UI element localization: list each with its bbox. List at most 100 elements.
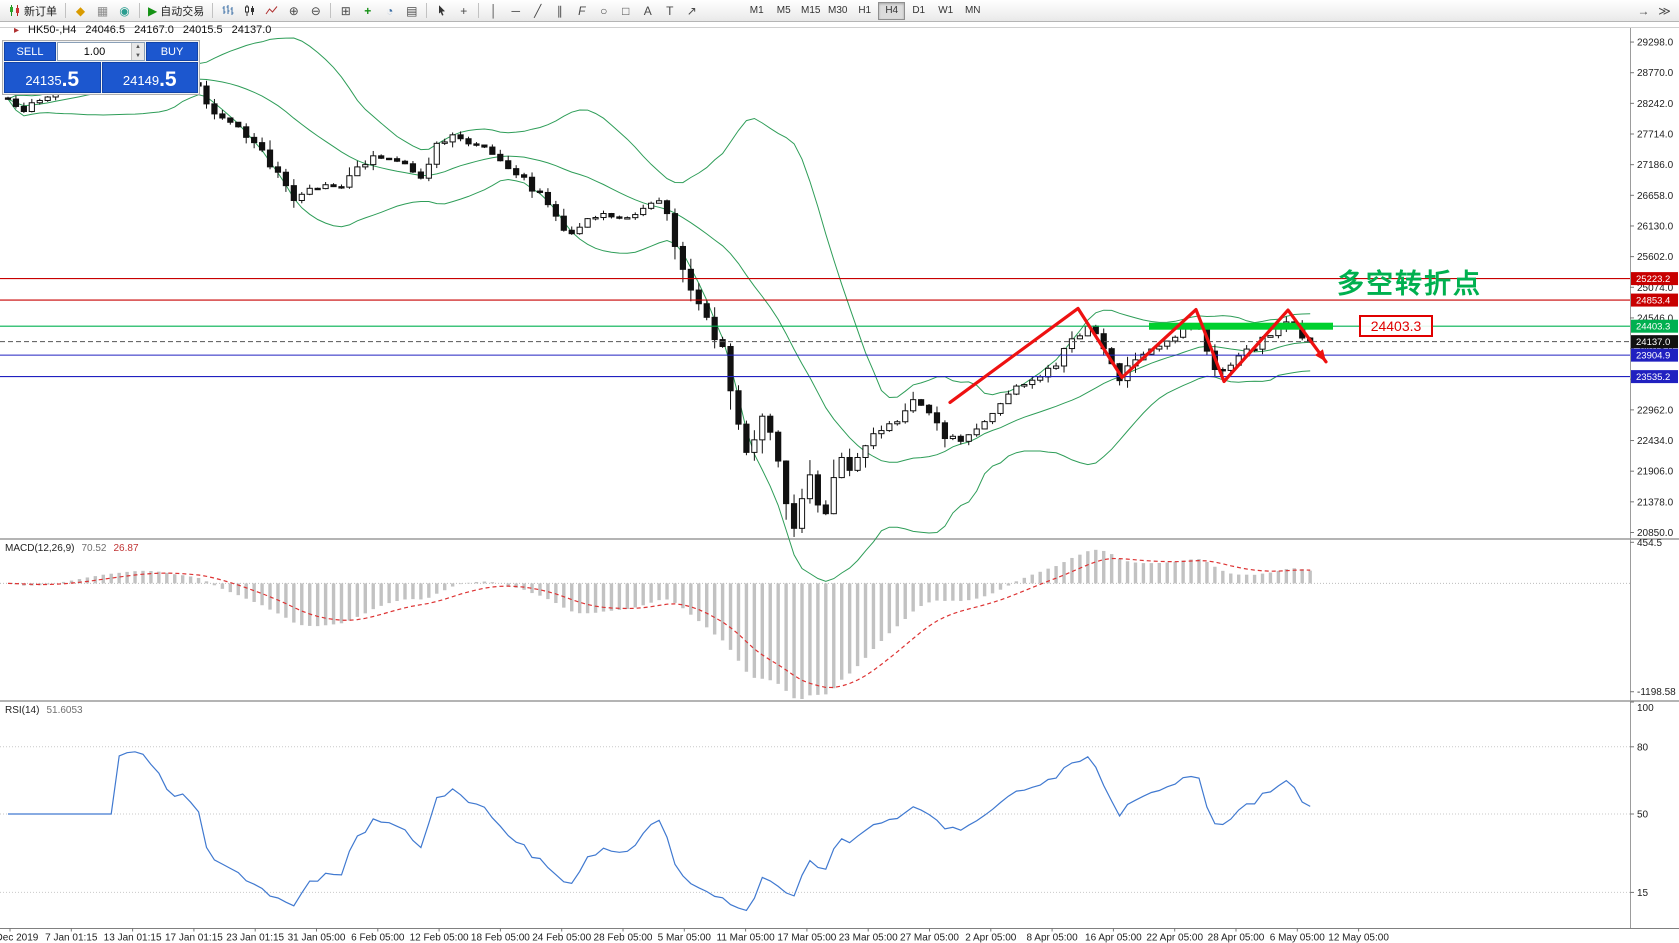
candlestick-chart-button[interactable] — [239, 1, 260, 20]
sell-price-display[interactable]: 24135.5 — [4, 62, 101, 93]
svg-text:6 Feb 05:00: 6 Feb 05:00 — [351, 933, 405, 943]
fibonacci-tool-button[interactable]: F — [571, 1, 592, 20]
toolbar-separator — [65, 3, 66, 18]
svg-text:27 Mar 05:00: 27 Mar 05:00 — [900, 933, 959, 943]
timeframe-button-W1[interactable]: W1 — [932, 2, 959, 20]
add-indicator-button[interactable]: + — [357, 1, 378, 20]
timeframe-button-M1[interactable]: M1 — [743, 2, 770, 20]
price-callout[interactable]: 24403.3 — [1359, 315, 1433, 337]
sell-button[interactable]: SELL — [4, 42, 56, 61]
chart-icon: ▸ — [14, 24, 20, 36]
ohlc-high: 24167.0 — [134, 24, 174, 36]
volume-increase-button[interactable]: ▲ — [132, 43, 144, 52]
svg-text:50: 50 — [1637, 810, 1649, 821]
horizontal-line-tool-button[interactable]: ─ — [505, 1, 526, 20]
timeframe-button-H1[interactable]: H1 — [851, 2, 878, 20]
ohlc-low: 24015.5 — [182, 24, 223, 36]
svg-text:28242.0: 28242.0 — [1637, 99, 1674, 110]
svg-text:24546.0: 24546.0 — [1637, 313, 1674, 324]
bollinger-bands — [7, 37, 1311, 582]
rsi-value: 51.6053 — [46, 705, 83, 716]
autotrading-button[interactable]: ▶ 自动交易 — [144, 1, 208, 20]
timeframe-button-D1[interactable]: D1 — [905, 2, 932, 20]
templates-button[interactable]: ▤ — [401, 1, 422, 20]
cursor-button[interactable] — [431, 1, 452, 20]
svg-text:12 May 05:00: 12 May 05:00 — [1328, 933, 1389, 943]
timeframe-button-M15[interactable]: M15 — [797, 2, 824, 20]
auto-scroll-button[interactable]: ≫ — [1654, 1, 1675, 20]
zoom-out-icon: ⊖ — [310, 3, 321, 18]
data-window-button[interactable]: ▦ — [92, 1, 113, 20]
periods-button[interactable]: ◔ — [379, 1, 400, 20]
buy-price-frac: .5 — [159, 68, 177, 91]
svg-text:20850.0: 20850.0 — [1637, 528, 1674, 539]
zoom-out-button[interactable]: ⊖ — [305, 1, 326, 20]
macd-signal-line — [7, 557, 1311, 689]
autotrading-play-icon: ▶ — [148, 3, 158, 18]
rectangle-tool-button[interactable]: □ — [615, 1, 636, 20]
volume-decrease-button[interactable]: ▼ — [132, 51, 144, 60]
toolbar-separator — [212, 3, 214, 18]
svg-text:22434.0: 22434.0 — [1637, 436, 1674, 447]
trendline-tool-button[interactable]: ╱ — [527, 1, 548, 20]
vertical-line-tool-button[interactable]: │ — [483, 1, 504, 20]
timeframe-button-H4[interactable]: H4 — [878, 1, 906, 20]
symbol-name: HK50-,H4 — [28, 24, 77, 36]
timeframe-button-M30[interactable]: M30 — [824, 2, 851, 20]
svg-text:13 Jan 01:15: 13 Jan 01:15 — [104, 933, 162, 943]
volume-input[interactable] — [58, 43, 131, 60]
svg-text:30 Dec 2019: 30 Dec 2019 — [0, 933, 39, 943]
trend-arrows[interactable] — [948, 306, 1328, 404]
price-tag-24853.4 — [1631, 293, 1678, 307]
turning-point-annotation[interactable]: 多空转折点 — [1337, 269, 1482, 299]
candlesticks — [4, 67, 1314, 537]
add-indicator-icon: + — [364, 3, 372, 18]
buy-button[interactable]: BUY — [146, 42, 198, 61]
ohlc-close: 24137.0 — [231, 24, 272, 36]
channel-tool-button[interactable]: ∥ — [549, 1, 570, 20]
svg-text:22962.0: 22962.0 — [1637, 405, 1674, 416]
ellipse-tool-button[interactable]: ○ — [593, 1, 614, 20]
svg-text:26658.0: 26658.0 — [1637, 191, 1674, 202]
svg-text:15: 15 — [1637, 888, 1649, 899]
crosshair-button[interactable]: + — [453, 1, 474, 20]
sell-price-main: 24135 — [25, 72, 62, 88]
chart-shift-button[interactable]: → — [1633, 1, 1654, 20]
navigator-icon: ◉ — [119, 3, 130, 18]
svg-text:8 Apr 05:00: 8 Apr 05:00 — [1027, 933, 1079, 943]
price-tags: 25223.2 24853.4 24403.3 24137.0 23904.9 23535… — [1631, 272, 1678, 384]
arrow-tool-button[interactable]: ↗ — [681, 1, 702, 20]
chart-symbol-ohlc: ▸ HK50-,H4 24046.5 24167.0 24015.5 24137… — [14, 24, 271, 36]
price-tag-25223.2 — [1631, 272, 1678, 286]
line-chart-button[interactable] — [261, 1, 282, 20]
buy-price-display[interactable]: 24149.5 — [101, 62, 198, 93]
tile-windows-button[interactable]: ⊞ — [335, 1, 356, 20]
svg-text:21906.0: 21906.0 — [1637, 467, 1674, 478]
timeframe-button-MN[interactable]: MN — [959, 2, 986, 20]
zoom-in-button[interactable]: ⊕ — [283, 1, 304, 20]
ohlc-open: 24046.5 — [85, 24, 126, 36]
toolbar-separator — [426, 3, 428, 18]
periods-icon: ◔ — [386, 3, 394, 18]
templates-icon: ▤ — [406, 3, 418, 18]
market-watch-button[interactable]: ◆ — [70, 1, 91, 20]
svg-text:29298.0: 29298.0 — [1637, 38, 1674, 49]
resistance-zone-bar[interactable] — [1149, 322, 1333, 330]
bar-chart-button[interactable] — [217, 1, 238, 20]
new-order-button[interactable]: 新订单 — [4, 1, 61, 20]
timeframe-button-M5[interactable]: M5 — [770, 2, 797, 20]
toolbar-separator — [478, 3, 480, 18]
svg-text:28770.0: 28770.0 — [1637, 68, 1674, 79]
text-label-tool-button[interactable]: T — [659, 1, 680, 20]
chart-frame — [0, 27, 1679, 929]
price-scale[interactable]: 29298.0 28770.0 28242.0 27714.0 27186.0 26658… — [1630, 38, 1676, 899]
macd-histogram — [14, 549, 1312, 700]
text-tool-button[interactable]: A — [637, 1, 658, 20]
navigator-button[interactable]: ◉ — [114, 1, 135, 20]
horizontal-level-lines[interactable] — [0, 278, 1630, 378]
text-label-icon: T — [666, 3, 674, 18]
vertical-line-icon: │ — [489, 3, 498, 18]
rectangle-icon: □ — [622, 3, 630, 18]
